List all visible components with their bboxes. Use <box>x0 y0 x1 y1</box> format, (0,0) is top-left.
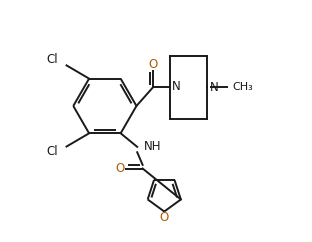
Text: CH₃: CH₃ <box>232 82 253 92</box>
Text: Cl: Cl <box>46 53 58 67</box>
Text: N: N <box>172 80 181 93</box>
Text: O: O <box>115 162 124 175</box>
Text: NH: NH <box>144 140 161 153</box>
Text: Cl: Cl <box>46 145 58 159</box>
Text: N: N <box>210 81 218 94</box>
Text: O: O <box>149 58 158 71</box>
Text: O: O <box>160 211 169 224</box>
